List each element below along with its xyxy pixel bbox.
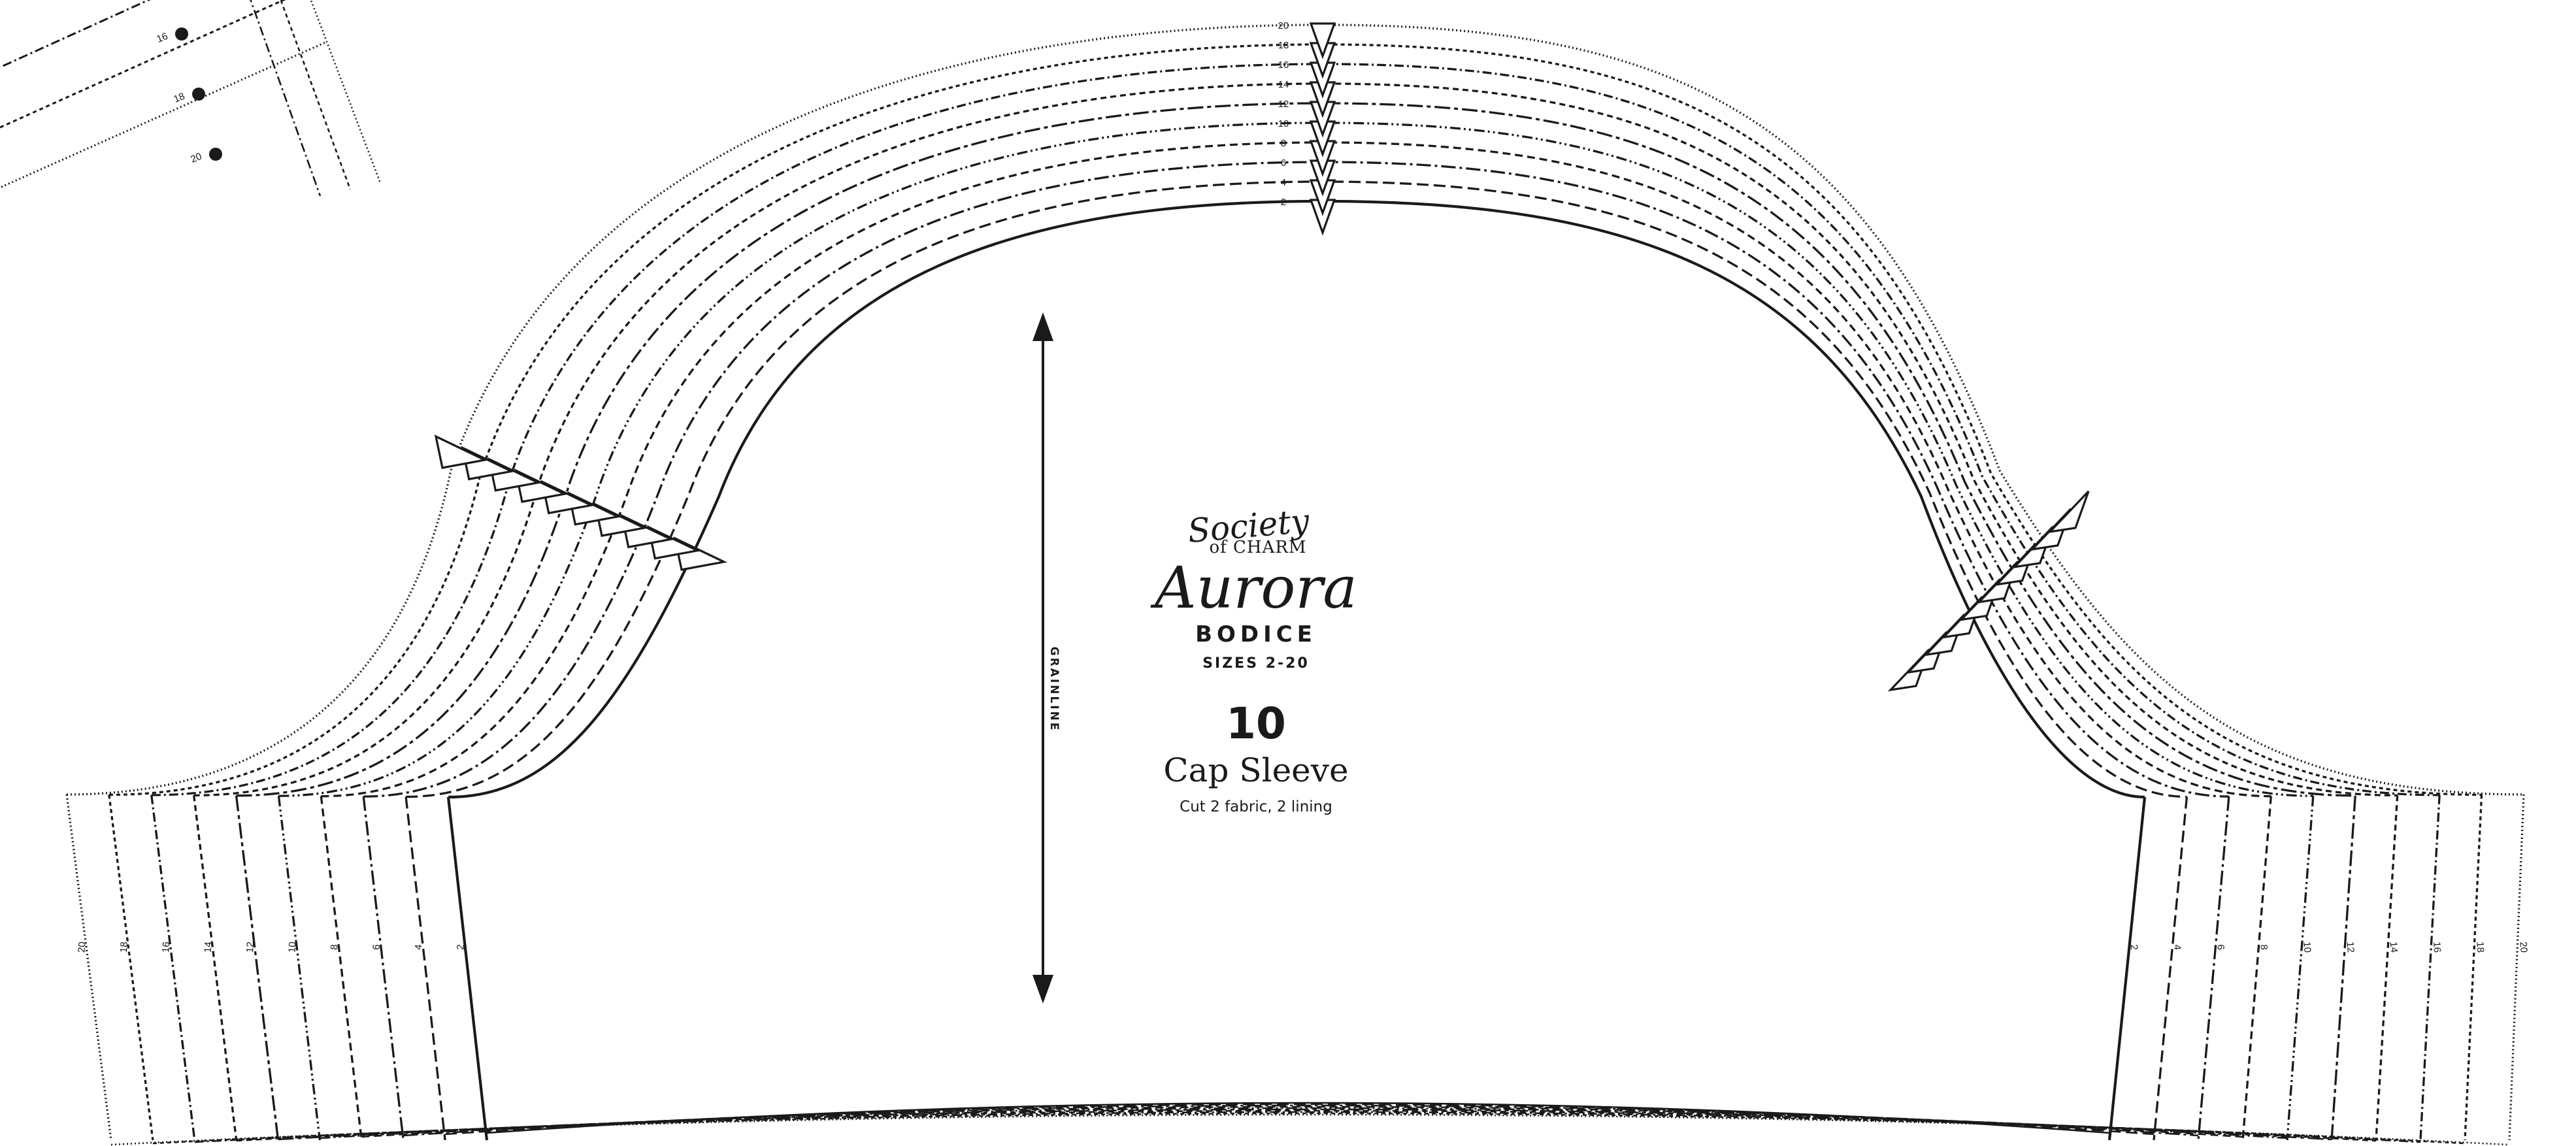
- right-side-seam: [2330, 795, 2356, 1141]
- size-label: 2: [2128, 944, 2140, 951]
- size-label: 8: [1281, 138, 1286, 149]
- size-label: 18: [2474, 941, 2486, 953]
- size-label: 18: [118, 941, 130, 953]
- size-label: 14: [2388, 941, 2400, 953]
- size-label: 4: [1281, 177, 1286, 188]
- size-line: [448, 199, 2145, 799]
- size-label: 14: [1278, 79, 1289, 90]
- right-side-seam: [2464, 794, 2483, 1141]
- size-label: 4: [2171, 944, 2183, 951]
- left-side-seam: [362, 796, 405, 1141]
- size-label: 12: [1278, 99, 1289, 110]
- size-label: 8: [329, 944, 340, 951]
- size-label: 2: [455, 944, 467, 951]
- left-side-seam: [446, 796, 489, 1141]
- size-label: 6: [371, 944, 382, 951]
- right-side-seam: [2508, 794, 2525, 1141]
- size-label: 6: [2215, 944, 2226, 951]
- size-dot: [175, 27, 188, 41]
- left-side-seam: [65, 794, 112, 1141]
- size-line: [66, 24, 2524, 796]
- size-label: 20: [76, 941, 88, 953]
- size-label: 10: [286, 941, 298, 953]
- corner-size-label: 20: [189, 151, 203, 165]
- right-side-seam: [2107, 796, 2147, 1141]
- corner-size-line: [0, 41, 327, 189]
- right-side-seam: [2153, 796, 2188, 1141]
- size-label: 16: [1278, 59, 1289, 71]
- size-line: [236, 102, 2356, 797]
- brand-subname: of CHARM: [1209, 538, 1306, 557]
- piece-name: Cap Sleeve: [1163, 751, 1348, 789]
- grainline-label: GRAINLINE: [1048, 647, 1061, 732]
- right-side-seam: [2241, 796, 2272, 1141]
- size-label: 14: [203, 941, 214, 953]
- size-line: [406, 180, 2187, 798]
- corner-size-label: 18: [172, 91, 186, 105]
- left-side-seam: [277, 796, 322, 1141]
- notch-markers: [434, 22, 2090, 692]
- left-side-seam: [320, 796, 363, 1141]
- size-line: [151, 63, 2440, 796]
- left-side-seam: [108, 794, 154, 1141]
- size-dot: [209, 148, 222, 161]
- right-side-seam: [2286, 796, 2315, 1141]
- corner-edge-line: [250, 0, 322, 197]
- left-side-seam: [193, 795, 238, 1141]
- corner-size-label: 16: [155, 31, 169, 45]
- size-label: 8: [2258, 944, 2270, 951]
- size-line: [108, 43, 2482, 796]
- size-line: [363, 161, 2229, 798]
- corner-edge-line: [280, 0, 352, 190]
- piece-number: 10: [1226, 698, 1286, 749]
- back-notch: [2047, 490, 2090, 534]
- corner-edge-line: [310, 0, 382, 184]
- size-label: 12: [244, 941, 256, 953]
- left-side-seam: [405, 796, 446, 1141]
- size-line: [193, 82, 2398, 796]
- front-notch: [434, 434, 489, 469]
- size-label: 16: [160, 941, 172, 953]
- size-range: SIZES 2-20: [1202, 655, 1310, 672]
- size-label: 16: [2431, 941, 2443, 953]
- title-block: Society of CHARM Aurora BODICE SIZES 2-2…: [1150, 502, 1357, 815]
- size-label: 6: [1281, 157, 1286, 169]
- right-side-seam: [2419, 794, 2441, 1141]
- corner-size-line: [0, 0, 286, 129]
- corner-size-line: [0, 0, 151, 69]
- size-label: 18: [1278, 40, 1289, 51]
- cutting-instructions: Cut 2 fabric, 2 lining: [1180, 798, 1332, 815]
- collection-title: Aurora: [1150, 554, 1357, 621]
- size-label: 20: [1278, 20, 1289, 31]
- hem-line: [152, 1112, 2466, 1145]
- hem-cutting-lines: [65, 794, 2525, 1146]
- left-side-seam: [235, 795, 280, 1141]
- adjacent-pattern-piece: 16 18 20: [0, 0, 382, 197]
- grainline-arrow: GRAINLINE: [1032, 312, 1061, 1004]
- size-label: 12: [2345, 941, 2356, 953]
- size-label: 10: [2301, 941, 2313, 953]
- top-notch: [1309, 22, 1336, 59]
- hem-line: [110, 1113, 2510, 1146]
- size-label: 4: [413, 944, 425, 951]
- left-side-seam: [150, 794, 196, 1141]
- right-side-seam: [2375, 795, 2399, 1141]
- size-line-labels: 2 2 2 4 4 4 6 6 6 8 8 8 10 10 10 12 12 12 14 14 14 16 16 16 18 18…: [76, 20, 2529, 953]
- size-label: 10: [1278, 118, 1289, 129]
- size-label: 2: [1281, 197, 1286, 208]
- right-side-seam: [2197, 796, 2230, 1141]
- size-label: 20: [2517, 941, 2529, 953]
- garment-name: BODICE: [1195, 621, 1317, 647]
- size-line: [278, 122, 2313, 797]
- size-cutting-lines: [66, 24, 2524, 799]
